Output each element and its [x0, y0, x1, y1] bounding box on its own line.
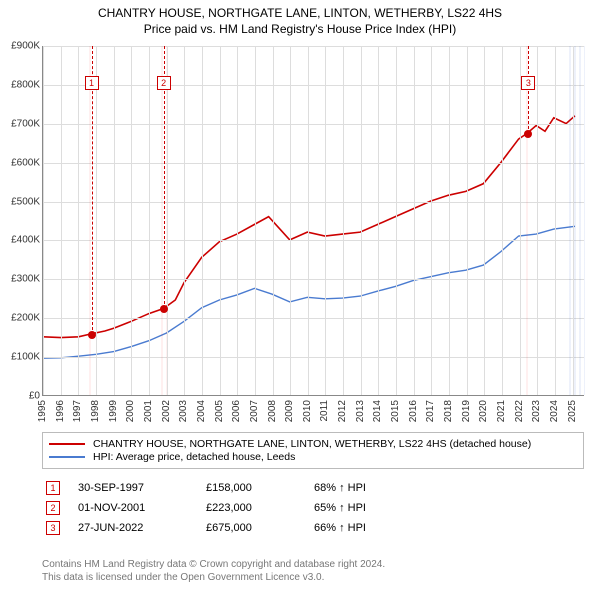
y-tick-label: £700K [11, 118, 40, 129]
transaction-row: 3 27-JUN-2022 £675,000 66% ↑ HPI [42, 518, 584, 538]
chart-title-block: CHANTRY HOUSE, NORTHGATE LANE, LINTON, W… [0, 0, 600, 37]
marker-box: 1 [85, 76, 99, 90]
x-tick-label: 2009 [284, 400, 295, 422]
marker-box: 3 [521, 76, 535, 90]
x-tick-label: 1999 [108, 400, 119, 422]
x-tick-label: 2019 [461, 400, 472, 422]
series-line [43, 226, 575, 358]
x-tick-label: 2008 [267, 400, 278, 422]
marker-dot [524, 130, 532, 138]
x-tick-label: 2016 [408, 400, 419, 422]
transaction-row: 1 30-SEP-1997 £158,000 68% ↑ HPI [42, 478, 584, 498]
x-tick-label: 2002 [161, 400, 172, 422]
x-tick-label: 2011 [319, 400, 330, 422]
transaction-marker: 2 [46, 501, 60, 515]
title-line-2: Price paid vs. HM Land Registry's House … [0, 22, 600, 38]
legend-row: HPI: Average price, detached house, Leed… [49, 451, 577, 463]
x-tick-label: 2012 [337, 400, 348, 422]
highlight-band [569, 46, 585, 395]
attribution-footer: Contains HM Land Registry data © Crown c… [42, 558, 385, 584]
y-tick-label: £600K [11, 157, 40, 168]
x-tick-label: 2025 [567, 400, 578, 422]
y-tick-label: £500K [11, 196, 40, 207]
legend-swatch [49, 456, 85, 458]
x-tick-label: 2000 [125, 400, 136, 422]
y-tick-label: £200K [11, 313, 40, 324]
x-tick-label: 2001 [143, 400, 154, 422]
legend-row: CHANTRY HOUSE, NORTHGATE LANE, LINTON, W… [49, 438, 577, 450]
x-tick-label: 1997 [72, 400, 83, 422]
legend-label: CHANTRY HOUSE, NORTHGATE LANE, LINTON, W… [93, 438, 531, 450]
transactions-table: 1 30-SEP-1997 £158,000 68% ↑ HPI 2 01-NOV-200… [42, 478, 584, 538]
x-tick-label: 2007 [249, 400, 260, 422]
x-tick-label: 1998 [90, 400, 101, 422]
x-tick-label: 2014 [372, 400, 383, 422]
y-tick-label: £800K [11, 79, 40, 90]
transaction-marker: 3 [46, 521, 60, 535]
marker-dot [88, 331, 96, 339]
x-tick-label: 2013 [355, 400, 366, 422]
x-tick-label: 2015 [390, 400, 401, 422]
transaction-price: £675,000 [206, 522, 296, 534]
x-tick-label: 1995 [37, 400, 48, 422]
x-tick-label: 2020 [478, 400, 489, 422]
x-tick-label: 2021 [496, 400, 507, 422]
legend: CHANTRY HOUSE, NORTHGATE LANE, LINTON, W… [42, 432, 584, 469]
x-tick-label: 2005 [214, 400, 225, 422]
y-tick-label: £900K [11, 41, 40, 52]
footer-line-1: Contains HM Land Registry data © Crown c… [42, 558, 385, 571]
x-tick-label: 2022 [514, 400, 525, 422]
x-tick-label: 2010 [302, 400, 313, 422]
marker-dot [160, 305, 168, 313]
x-tick-label: 2017 [425, 400, 436, 422]
marker-box: 2 [157, 76, 171, 90]
transaction-delta: 65% ↑ HPI [314, 502, 366, 514]
y-tick-label: £400K [11, 235, 40, 246]
footer-line-2: This data is licensed under the Open Gov… [42, 571, 385, 584]
x-tick-label: 2006 [231, 400, 242, 422]
transaction-row: 2 01-NOV-2001 £223,000 65% ↑ HPI [42, 498, 584, 518]
transaction-marker: 1 [46, 481, 60, 495]
transaction-delta: 68% ↑ HPI [314, 482, 366, 494]
x-tick-label: 2018 [443, 400, 454, 422]
series-line [43, 116, 575, 338]
price-chart: 1 2 3 [42, 46, 584, 396]
transaction-date: 01-NOV-2001 [78, 502, 188, 514]
x-tick-label: 1996 [55, 400, 66, 422]
y-tick-label: £300K [11, 274, 40, 285]
legend-label: HPI: Average price, detached house, Leed… [93, 451, 295, 463]
legend-swatch [49, 443, 85, 445]
transaction-date: 30-SEP-1997 [78, 482, 188, 494]
transaction-price: £223,000 [206, 502, 296, 514]
title-line-1: CHANTRY HOUSE, NORTHGATE LANE, LINTON, W… [0, 6, 600, 22]
transaction-delta: 66% ↑ HPI [314, 522, 366, 534]
x-tick-label: 2024 [549, 400, 560, 422]
y-tick-label: £100K [11, 352, 40, 363]
x-tick-label: 2003 [178, 400, 189, 422]
x-tick-label: 2023 [531, 400, 542, 422]
transaction-date: 27-JUN-2022 [78, 522, 188, 534]
x-tick-label: 2004 [196, 400, 207, 422]
transaction-price: £158,000 [206, 482, 296, 494]
